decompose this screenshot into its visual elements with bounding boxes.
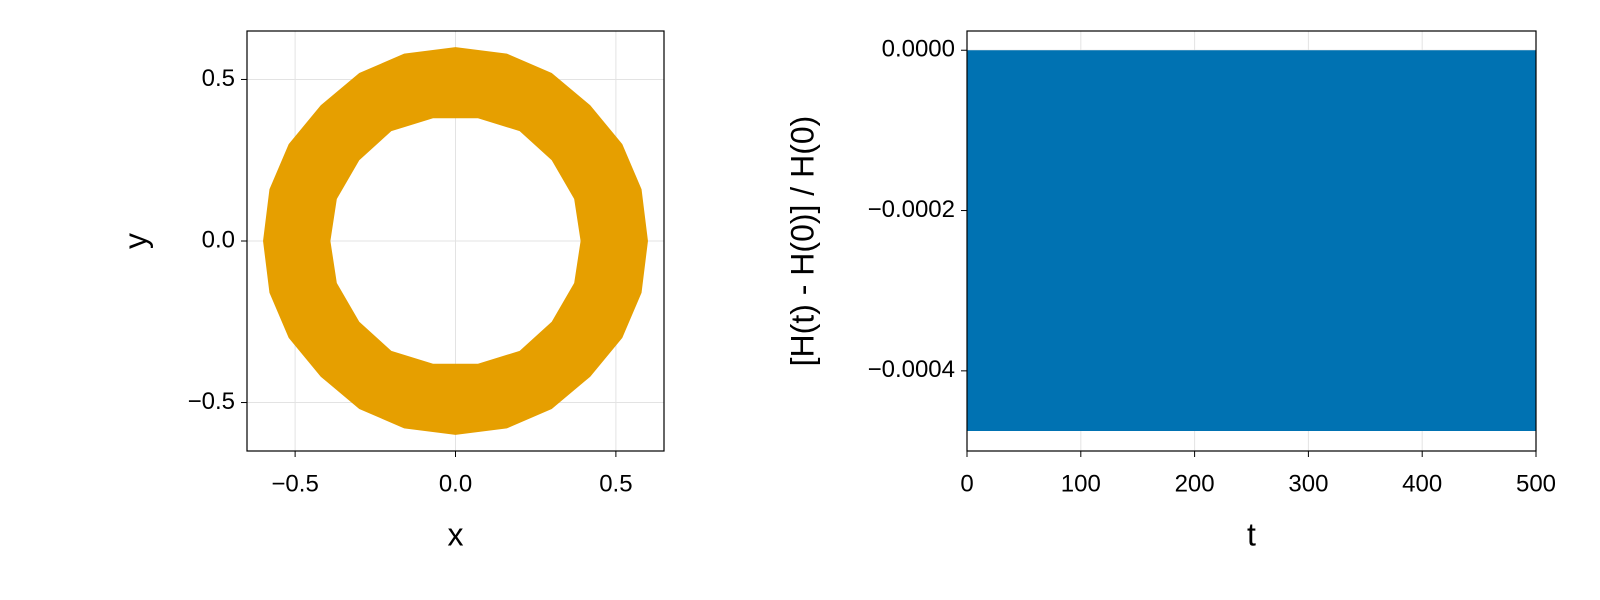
x-tick-label: 500 bbox=[1516, 470, 1556, 497]
x-tick-label: −0.5 bbox=[271, 470, 318, 497]
x-tick-label: 0.0 bbox=[439, 470, 472, 497]
x-tick-label: 100 bbox=[1061, 470, 1101, 497]
y-tick-label: 0.0 bbox=[202, 226, 235, 253]
x-tick-label: 0 bbox=[960, 470, 973, 497]
x-tick-label: 300 bbox=[1288, 470, 1328, 497]
y-tick-label: 0.0000 bbox=[882, 36, 955, 63]
x-tick-label: 0.5 bbox=[599, 470, 632, 497]
x-axis-title: x bbox=[448, 516, 464, 552]
y-axis-title: [H(t) - H(0)] / H(0) bbox=[784, 116, 820, 367]
x-axis-title: t bbox=[1247, 516, 1256, 552]
error-band bbox=[967, 50, 1536, 431]
axes-frame bbox=[246, 30, 665, 452]
y-axis-title: y bbox=[117, 233, 153, 249]
orbit-band bbox=[263, 47, 648, 435]
x-tick-label: 400 bbox=[1402, 470, 1442, 497]
y-tick-label: −0.5 bbox=[188, 388, 235, 415]
y-tick-label: −0.0002 bbox=[868, 196, 955, 223]
x-tick-label: 200 bbox=[1175, 470, 1215, 497]
y-tick-label: −0.0004 bbox=[868, 356, 955, 383]
axes-frame bbox=[966, 30, 1537, 452]
y-tick-label: 0.5 bbox=[202, 65, 235, 92]
